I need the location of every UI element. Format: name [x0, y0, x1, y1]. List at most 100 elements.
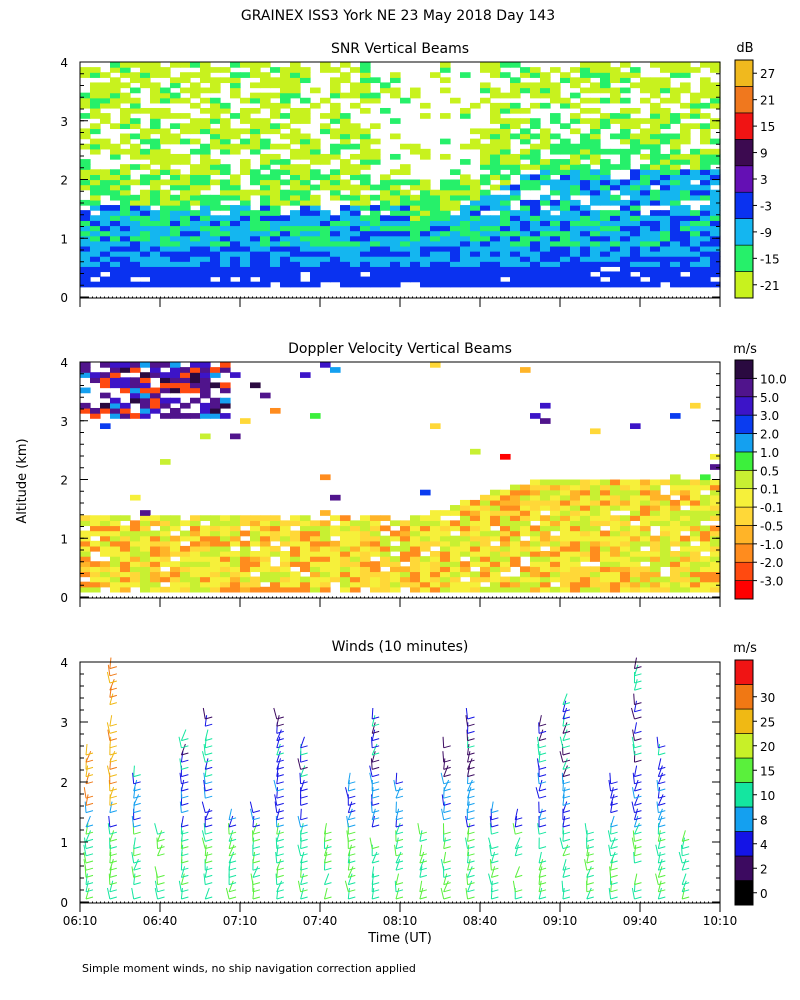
doppler-cell — [690, 566, 701, 573]
doppler-cell — [410, 515, 421, 521]
y-tick-label: 0 — [60, 291, 68, 305]
snr-cell — [280, 266, 291, 273]
snr-cell — [170, 271, 181, 278]
snr-cell — [700, 133, 711, 140]
wind-barb-flag — [85, 838, 94, 842]
wind-barb-flag — [85, 795, 94, 799]
doppler-cell — [230, 433, 241, 440]
snr-cell — [600, 271, 611, 278]
snr-cell — [600, 113, 611, 119]
snr-cell — [150, 87, 161, 94]
snr-cell — [120, 179, 131, 186]
snr-cell — [110, 169, 121, 175]
doppler-cell — [320, 581, 331, 588]
snr-cell — [140, 107, 151, 114]
doppler-cell — [680, 540, 691, 547]
snr-cell — [160, 215, 171, 221]
wind-barb-flag — [634, 738, 642, 742]
snr-cell — [570, 148, 581, 155]
snr-cell — [110, 153, 121, 160]
doppler-cell — [430, 571, 441, 578]
wind-barb-flag — [205, 788, 213, 792]
wind-barb-flag — [443, 846, 451, 850]
x-axis-label: Time (UT) — [367, 931, 432, 946]
snr-cell — [700, 62, 711, 68]
wind-barb — [467, 830, 470, 842]
snr-cell — [160, 148, 171, 155]
doppler-cell — [540, 520, 551, 527]
doppler-cell — [320, 535, 331, 542]
doppler-cell — [570, 586, 581, 593]
wind-barb-flag — [300, 831, 308, 835]
snr-cell — [440, 113, 451, 119]
snr-cell — [500, 179, 511, 186]
snr-cell — [600, 235, 611, 242]
wind-barb — [276, 715, 280, 727]
wind-barb-flag — [562, 774, 571, 778]
wind-barb-flag — [610, 802, 618, 806]
snr-cell — [340, 118, 351, 124]
doppler-cell — [450, 586, 461, 593]
snr-cell — [230, 174, 241, 181]
snr-cell — [240, 194, 251, 201]
doppler-cell — [510, 515, 521, 521]
snr-cell — [210, 215, 221, 221]
snr-cell — [370, 97, 381, 104]
wind-barb — [586, 844, 589, 856]
doppler-cell — [100, 566, 111, 573]
snr-cell — [480, 205, 491, 211]
snr-cell — [220, 245, 231, 252]
wind-barb — [300, 736, 305, 748]
doppler-cell — [210, 551, 221, 557]
wind-barb — [467, 765, 471, 777]
snr-cell — [490, 245, 501, 252]
wind-barb-flag — [228, 853, 237, 857]
snr-cell — [370, 159, 381, 165]
snr-cell — [360, 77, 371, 84]
wind-barb-flag — [562, 795, 571, 799]
wind-barb — [133, 837, 136, 849]
colorbar-swatch — [734, 470, 754, 489]
wind-barb-flag — [300, 874, 308, 878]
snr-cell — [100, 169, 111, 175]
snr-cell — [370, 184, 381, 191]
doppler-cell — [480, 576, 491, 583]
doppler-cell — [420, 571, 431, 578]
doppler-cell — [640, 489, 651, 496]
snr-cell — [510, 87, 521, 94]
wind-barb-flag — [181, 831, 189, 835]
snr-cell — [350, 235, 361, 242]
wind-barb-flag — [586, 896, 594, 900]
doppler-cell — [690, 510, 701, 516]
doppler-cell — [580, 484, 591, 491]
snr-cell — [280, 276, 291, 283]
snr-cell — [520, 205, 531, 211]
doppler-cell — [290, 556, 301, 562]
wind-barb — [300, 779, 305, 792]
wind-barb — [323, 844, 329, 856]
snr-cell — [100, 92, 111, 99]
wind-barb — [109, 679, 115, 691]
snr-cell — [280, 225, 291, 232]
snr-cell — [620, 179, 631, 186]
doppler-cell — [450, 556, 461, 562]
snr-cell — [130, 153, 141, 160]
snr-cell — [640, 194, 651, 201]
snr-cell — [620, 189, 631, 196]
snr-cell — [190, 164, 201, 170]
wind-barb-flag — [634, 730, 642, 734]
snr-cell — [90, 72, 101, 78]
snr-cell — [410, 276, 421, 283]
doppler-cell — [190, 382, 201, 389]
snr-cell — [520, 174, 531, 181]
doppler-cell — [580, 499, 591, 506]
snr-cell — [540, 179, 551, 186]
wind-barb — [535, 787, 540, 799]
doppler-cell — [300, 581, 311, 588]
snr-cell — [190, 251, 201, 257]
wind-barb — [203, 743, 206, 756]
doppler-cell — [270, 525, 281, 532]
doppler-cell — [140, 407, 151, 414]
snr-cell — [220, 194, 231, 201]
